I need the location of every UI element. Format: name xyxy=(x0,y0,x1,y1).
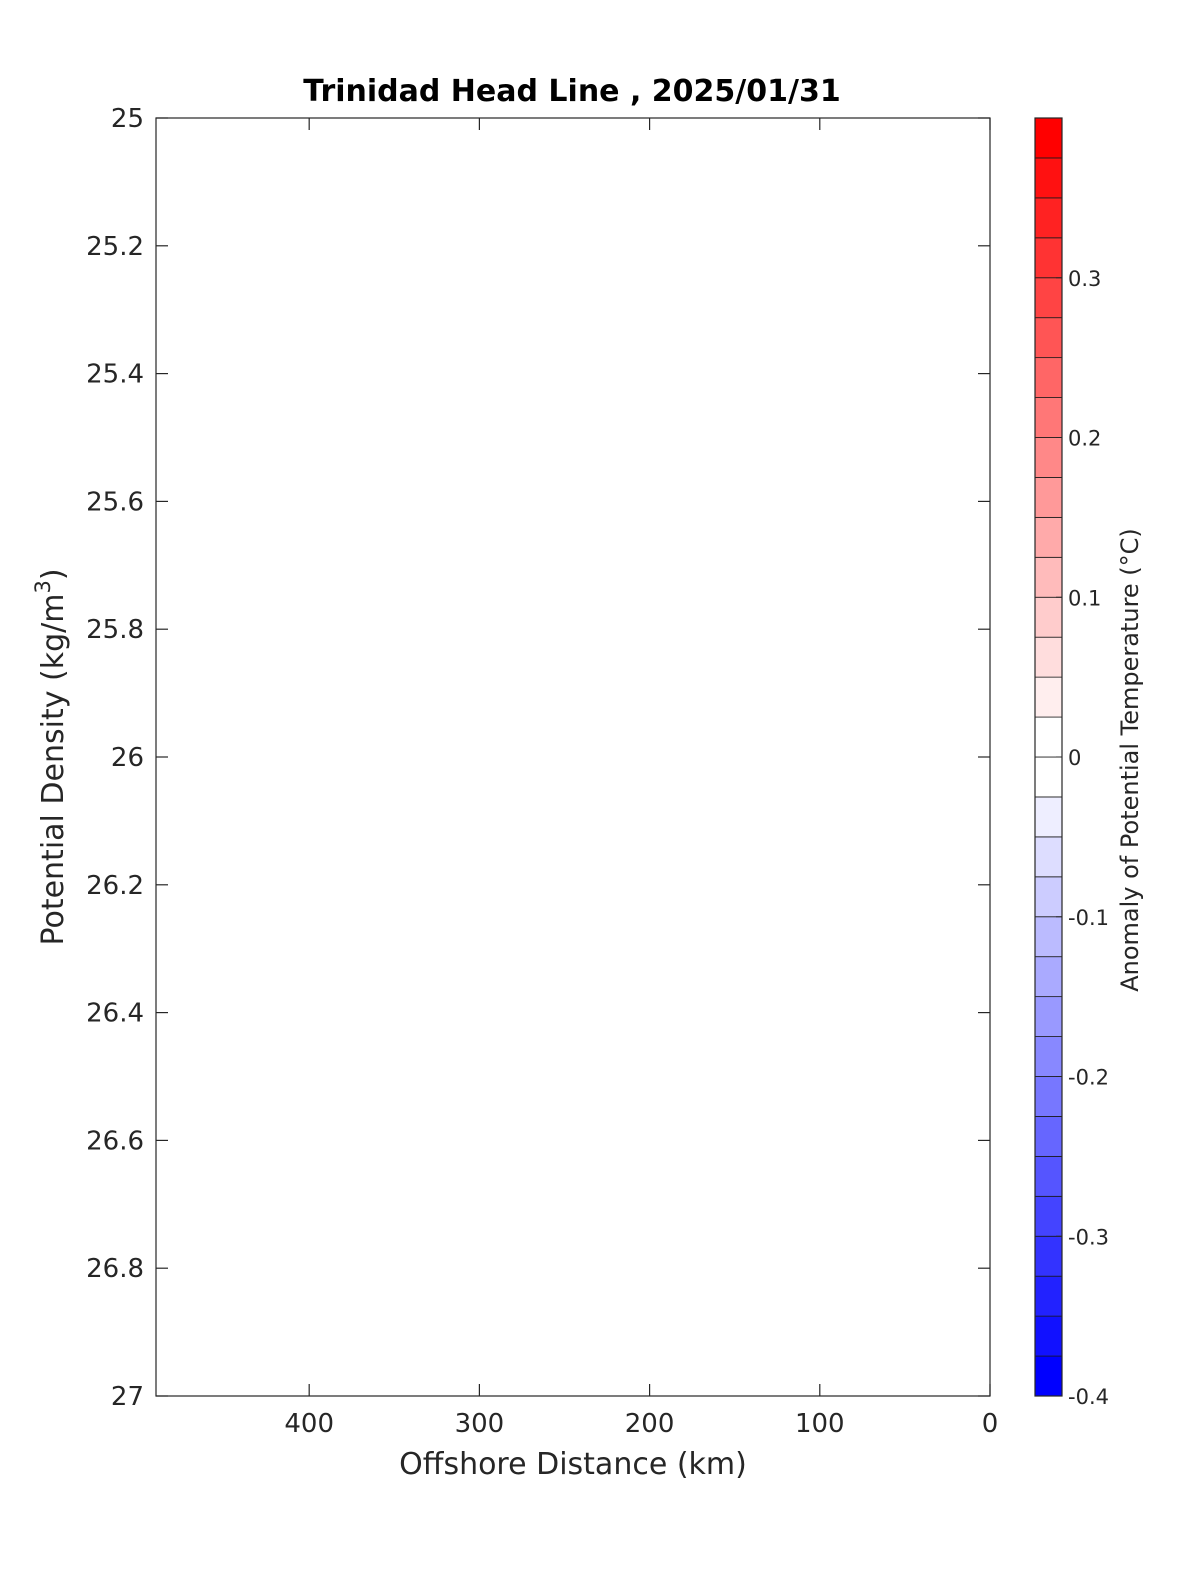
x-tick-label: 0 xyxy=(982,1409,999,1439)
colorbar-segment xyxy=(1034,117,1063,159)
chart-title: Trinidad Head Line , 2025/01/31 xyxy=(303,74,840,109)
y-tick-label: 25.6 xyxy=(86,487,144,517)
plot-frame xyxy=(155,117,991,1397)
y-axis-label: Potential Density (kg/m3) xyxy=(31,568,71,945)
colorbar-segment xyxy=(1034,237,1063,279)
colorbar-segment xyxy=(1034,636,1063,678)
colorbar-segment xyxy=(1034,876,1063,918)
colorbar-segment xyxy=(1034,836,1063,878)
y-tick-label: 26.6 xyxy=(86,1126,144,1156)
x-tick-label: 300 xyxy=(455,1409,505,1439)
colorbar-segment xyxy=(1034,1315,1063,1357)
y-tick-label: 26.2 xyxy=(86,871,144,901)
colorbar-segment xyxy=(1034,397,1063,438)
colorbar-segment xyxy=(1034,357,1063,398)
colorbar-segment xyxy=(1034,1355,1063,1397)
x-axis-label: Offshore Distance (km) xyxy=(399,1447,747,1482)
y-axis-ticks: 25 25.2 25.4 25.6 25.8 26 26.2 26.4 26.6 26.8 27 xyxy=(86,104,990,1412)
colorbar-segment xyxy=(1034,1235,1063,1277)
colorbar-segment xyxy=(1034,596,1063,638)
colorbar-segment xyxy=(1034,796,1063,838)
y-tick-label: 25.4 xyxy=(86,360,144,390)
colorbar xyxy=(1034,117,1063,1397)
colorbar-segment xyxy=(1034,1155,1063,1197)
colorbar-segment xyxy=(1034,1116,1063,1157)
y-tick-label: 26 xyxy=(111,743,144,773)
y-tick-label: 25.2 xyxy=(86,232,144,262)
y-axis-label-main: Potential Density (kg/m xyxy=(36,594,71,946)
colorbar-ticks: -0.4 -0.3 -0.2 -0.1 0 0.1 0.2 0.3 xyxy=(1056,267,1109,1409)
colorbar-segment xyxy=(1034,1076,1063,1117)
colorbar-tick-label: 0.1 xyxy=(1068,586,1101,610)
y-tick-label: 27 xyxy=(111,1382,144,1412)
x-axis-ticks: 400 300 200 100 0 xyxy=(284,118,998,1439)
colorbar-segment xyxy=(1034,916,1063,958)
y-axis-label-superscript: 3 xyxy=(31,580,55,593)
colorbar-segment xyxy=(1034,1195,1063,1237)
colorbar-tick-label: -0.4 xyxy=(1068,1385,1109,1409)
colorbar-segment xyxy=(1034,716,1063,758)
colorbar-segment xyxy=(1034,996,1063,1037)
colorbar-segment xyxy=(1034,556,1063,598)
colorbar-segment xyxy=(1034,1036,1063,1077)
y-tick-label: 25.8 xyxy=(86,615,144,645)
y-axis-label-close: ) xyxy=(36,568,71,580)
colorbar-segment xyxy=(1034,756,1063,798)
x-tick-label: 100 xyxy=(795,1409,845,1439)
colorbar-label: Anomaly of Potential Temperature (°C) xyxy=(1116,528,1144,992)
colorbar-segment xyxy=(1034,516,1063,558)
colorbar-segment xyxy=(1034,956,1063,998)
colorbar-segment xyxy=(1034,157,1063,199)
x-tick-label: 200 xyxy=(625,1409,675,1439)
colorbar-tick-label: 0 xyxy=(1068,746,1081,770)
y-tick-label: 25 xyxy=(111,104,144,134)
colorbar-segment xyxy=(1034,676,1063,718)
colorbar-segment xyxy=(1034,1275,1063,1317)
colorbar-segment xyxy=(1034,197,1063,239)
colorbar-segment xyxy=(1034,277,1063,319)
y-tick-label: 26.8 xyxy=(86,1254,144,1284)
x-tick-label: 400 xyxy=(284,1409,334,1439)
y-tick-label: 26.4 xyxy=(86,999,144,1029)
colorbar-segment xyxy=(1034,477,1063,518)
colorbar-segment xyxy=(1034,437,1063,478)
plot-area xyxy=(156,118,990,1396)
colorbar-segment xyxy=(1034,317,1063,359)
colorbar-tick-label: -0.3 xyxy=(1068,1225,1109,1249)
colorbar-tick-label: -0.1 xyxy=(1068,906,1109,930)
colorbar-tick-label: 0.2 xyxy=(1068,427,1101,451)
colorbar-tick-label: 0.3 xyxy=(1068,267,1101,291)
colorbar-tick-label: -0.2 xyxy=(1068,1066,1109,1090)
